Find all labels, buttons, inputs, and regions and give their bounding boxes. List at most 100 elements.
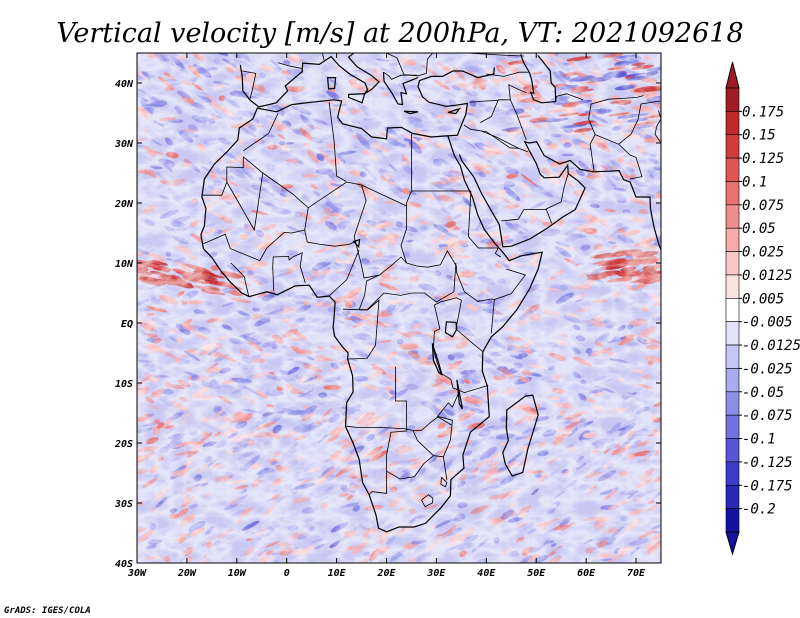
x-tick-label: 0 [284, 568, 290, 579]
asia-coastline [458, 140, 661, 251]
country-border [406, 250, 495, 334]
colorbar-label: 0.025 [742, 245, 784, 261]
country-border [545, 173, 569, 224]
x-tick-label: 20W [177, 568, 197, 579]
country-border [466, 53, 524, 57]
country-border [508, 84, 527, 100]
country-border [480, 99, 527, 141]
colorbar-swatch [725, 87, 740, 112]
fine-texture [137, 53, 661, 563]
country-border [494, 247, 502, 258]
country-border [201, 156, 244, 196]
x-tick-label: 10W [228, 568, 247, 579]
colorbar-label: -0.0125 [742, 338, 800, 354]
colorbar-swatch [725, 344, 740, 369]
colorbar-swatch [725, 274, 740, 299]
country-border [203, 207, 309, 262]
africa-coastline [200, 99, 543, 533]
country-border [486, 71, 530, 77]
country-border [277, 62, 303, 69]
colorbar-label: -0.1 [742, 432, 776, 448]
colorbar-label: -0.125 [742, 455, 793, 471]
colorbar-swatch [725, 484, 740, 509]
x-tick-label: 40E [477, 568, 496, 579]
colorbar-label: 0.075 [742, 198, 784, 214]
colorbar-swatch [725, 134, 740, 159]
country-border [243, 156, 407, 264]
country-border [411, 134, 471, 192]
x-tick-label: 10E [328, 568, 347, 579]
x-tick-label: 70E [627, 568, 646, 579]
y-tick-label: 40N [115, 79, 134, 90]
country-border [358, 274, 380, 310]
y-tick-label: 20S [114, 439, 133, 450]
colorbar-label: 0.125 [742, 151, 784, 167]
country-border [555, 93, 584, 102]
x-axis: 30W 20W 10W 0 10E 20E 30E 40E 50E 60E 70E [127, 53, 646, 579]
country-border [501, 208, 547, 222]
y-tick-label: EQ [121, 319, 133, 330]
country-border [304, 229, 360, 247]
country-border [412, 430, 444, 458]
colorbar-label: -0.05 [742, 385, 784, 401]
colorbar-label: 0.175 [742, 104, 784, 120]
country-border [328, 249, 360, 297]
colorbar-label: 0.005 [742, 291, 784, 307]
country-border [481, 130, 519, 149]
colorbar-swatch [725, 321, 740, 346]
country-border [406, 190, 412, 206]
colorbar-swatch [725, 251, 740, 276]
country-border [346, 416, 453, 481]
lake-outline [431, 343, 443, 376]
colorbar-swatch [725, 157, 740, 182]
country-border [467, 190, 499, 249]
greece-coastline [382, 72, 419, 106]
caspian-coastline [520, 54, 557, 104]
colorbar-swatch [725, 414, 740, 439]
country-border [368, 366, 407, 495]
colorbar-label: 0.1 [742, 174, 767, 190]
country-border [594, 100, 661, 145]
colorbar-label: -0.2 [742, 502, 776, 518]
country-border [383, 71, 417, 80]
country-border [469, 100, 499, 103]
y-tick-label: 40S [115, 559, 133, 570]
island-coastline [326, 77, 337, 90]
island-coastline [403, 110, 419, 115]
colorbar-swatch [725, 227, 740, 252]
country-border [432, 328, 489, 394]
country-border [440, 476, 448, 488]
colorbar-swatch [725, 368, 740, 393]
chart-title: Vertical velocity [m/s] at 200hPa, VT: 2… [56, 18, 743, 49]
colorbar-swatch [725, 181, 740, 206]
country-border [433, 297, 483, 352]
colorbar-label: 0.05 [742, 221, 776, 237]
colorbar-swatch [725, 204, 740, 229]
colorbar-label: -0.175 [742, 478, 793, 494]
grads-credit: GrADS: IGES/COLA [4, 606, 91, 616]
colorbar-label: -0.005 [742, 315, 793, 331]
y-tick-label: 20N [114, 199, 134, 210]
country-border [426, 53, 434, 74]
colorbar-label: 0.0125 [742, 268, 793, 284]
y-tick-label: 30S [114, 499, 133, 510]
europe-coastline [239, 53, 380, 108]
country-border [654, 110, 661, 144]
colorbar-max-arrow [725, 61, 740, 89]
country-border [328, 102, 347, 182]
country-border [272, 252, 306, 291]
colorbar-swatch [725, 111, 740, 136]
mediterranean-coastline [417, 67, 495, 137]
y-tick-label: 30N [114, 139, 134, 150]
country-border [618, 143, 643, 180]
country-border [421, 494, 434, 508]
map-area [137, 53, 661, 563]
y-tick-label: 10N [115, 259, 134, 270]
country-border [590, 95, 644, 105]
x-tick-label: 50E [527, 568, 546, 579]
colorbar-label: 0.15 [742, 128, 776, 144]
colorbar-swatch [725, 298, 740, 322]
colorbar-swatch [725, 461, 740, 486]
x-tick-label: 30E [426, 568, 446, 579]
